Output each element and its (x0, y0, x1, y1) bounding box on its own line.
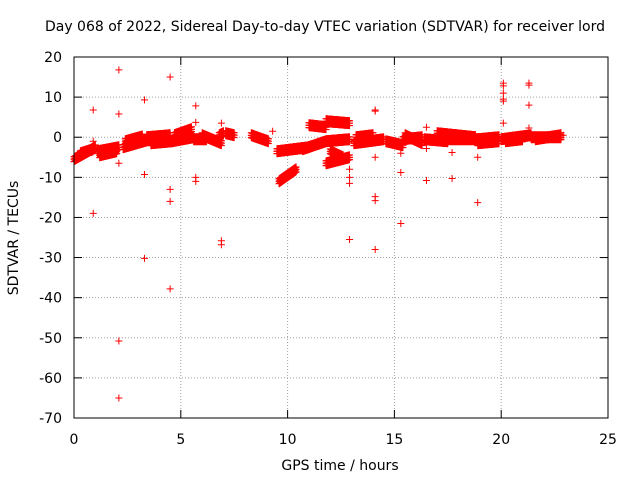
data-point (113, 150, 121, 158)
data-points (70, 66, 567, 402)
chart-title: Day 068 of 2022, Sidereal Day-to-day VTE… (45, 19, 605, 35)
grid-lines (74, 57, 608, 418)
data-point (138, 135, 146, 143)
